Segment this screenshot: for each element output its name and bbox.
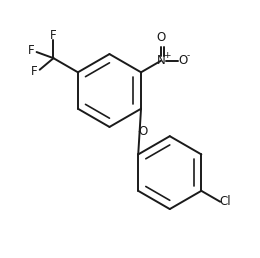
Text: N: N [157, 54, 165, 67]
Text: O: O [138, 125, 147, 138]
Text: -: - [187, 51, 190, 60]
Text: F: F [31, 64, 37, 77]
Text: Cl: Cl [219, 195, 231, 208]
Text: F: F [50, 29, 57, 42]
Text: O: O [157, 31, 166, 44]
Text: +: + [163, 51, 170, 60]
Text: O: O [178, 54, 187, 67]
Text: F: F [28, 44, 34, 57]
